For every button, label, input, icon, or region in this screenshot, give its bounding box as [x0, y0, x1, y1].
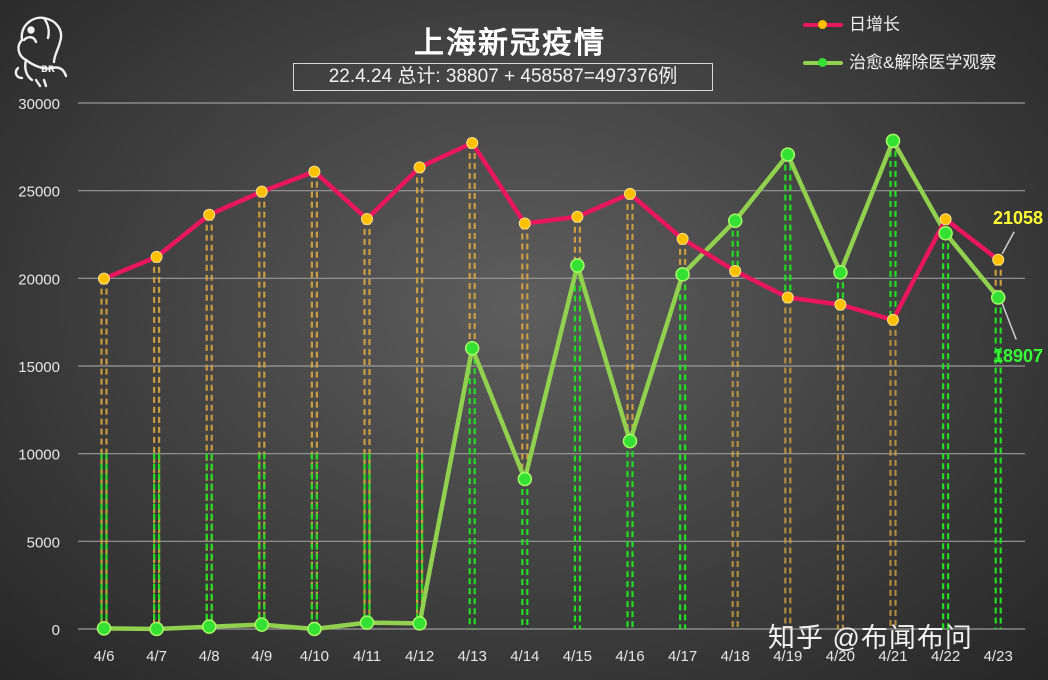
point-daily: [676, 232, 689, 245]
point-daily: [729, 265, 742, 278]
legend: 日增长 治愈&解除医学观察: [803, 12, 996, 88]
point-recovered: [464, 340, 480, 356]
legend-label-recovered: 治愈&解除医学观察: [849, 53, 997, 72]
chart-subtitle: 22.4.24 总计: 38807 + 458587=497376例: [293, 63, 713, 91]
point-daily: [98, 272, 110, 285]
point-recovered: [149, 621, 164, 637]
x-tick-label: 4/17: [668, 648, 697, 665]
point-recovered: [833, 265, 848, 280]
series-line-daily: [103, 140, 1000, 323]
watermark: 知乎 @布闻布问: [768, 623, 973, 653]
point-recovered: [96, 621, 112, 636]
point-daily: [203, 208, 216, 221]
logo-text: BR: [41, 65, 55, 75]
x-tick-label: 4/22: [931, 648, 960, 665]
point-recovered: [517, 471, 533, 487]
point-recovered: [359, 615, 375, 630]
y-tick-label: 5000: [27, 534, 60, 551]
point-daily: [781, 291, 794, 304]
point-recovered: [727, 213, 743, 228]
point-recovered: [254, 617, 270, 632]
x-tick-label: 4/15: [563, 648, 592, 665]
y-tick-label: 20000: [18, 271, 60, 288]
x-tick-label: 4/21: [878, 648, 907, 665]
point-daily: [255, 185, 268, 198]
y-tick-label: 25000: [18, 184, 60, 201]
point-daily: [150, 250, 163, 263]
x-tick-label: 4/16: [615, 648, 644, 665]
point-recovered: [412, 616, 427, 631]
x-tick-label: 4/13: [458, 648, 487, 665]
point-recovered: [675, 267, 690, 282]
legend-marker-recovered: [818, 58, 827, 67]
data-label-daily: 21058: [993, 208, 1043, 228]
legend-label-daily: 日增长: [849, 15, 900, 34]
point-daily: [939, 213, 952, 226]
point-recovered: [201, 619, 217, 634]
y-tick-label: 30000: [18, 96, 60, 113]
point-daily: [624, 187, 636, 200]
chart-title: 上海新冠疫情: [414, 27, 606, 60]
data-label-recovered: 18907: [993, 346, 1043, 366]
x-tick-label: 4/6: [94, 648, 115, 665]
x-tick-label: 4/23: [984, 648, 1013, 665]
point-daily: [571, 210, 584, 223]
legend-item-recovered: 治愈&解除医学观察: [803, 50, 996, 88]
point-recovered: [622, 433, 638, 449]
legend-item-daily: 日增长: [803, 12, 996, 50]
series-line-recovered: [103, 138, 1000, 632]
annotation-leader-daily: [1001, 231, 1015, 255]
x-tick-label: 4/10: [300, 648, 329, 665]
point-daily: [834, 298, 847, 311]
point-recovered: [990, 290, 1006, 305]
point-recovered: [938, 226, 953, 241]
x-tick-label: 4/20: [826, 648, 855, 665]
subtitle-text: 22.4.24 总计: 38807 + 458587=497376例: [328, 66, 678, 87]
point-daily: [518, 217, 531, 230]
x-tick-label: 4/19: [773, 648, 802, 665]
x-tick-label: 4/14: [510, 648, 539, 665]
point-daily: [992, 253, 1005, 266]
point-recovered: [570, 258, 585, 273]
x-tick-label: 4/9: [251, 648, 272, 665]
point-recovered: [307, 621, 322, 637]
y-tick-label: 0: [52, 622, 60, 639]
point-recovered: [780, 147, 796, 162]
drop-lines: [100, 140, 1002, 629]
point-daily: [413, 161, 426, 174]
annotation-leader-recovered: [1001, 303, 1017, 340]
parrot-logo-icon: BR: [14, 16, 68, 88]
legend-marker-daily: [818, 20, 827, 29]
x-tick-label: 4/11: [353, 648, 381, 665]
point-daily: [466, 136, 479, 149]
y-tick-label: 10000: [18, 447, 60, 464]
point-daily: [361, 212, 373, 225]
point-daily: [887, 313, 899, 326]
x-tick-label: 4/7: [146, 648, 167, 665]
x-tick-label: 4/12: [405, 648, 434, 665]
y-tick-label: 15000: [18, 359, 60, 376]
x-tick-label: 4/8: [199, 648, 220, 665]
x-tick-label: 4/18: [721, 648, 750, 665]
point-daily: [308, 165, 321, 178]
point-recovered: [885, 133, 901, 149]
